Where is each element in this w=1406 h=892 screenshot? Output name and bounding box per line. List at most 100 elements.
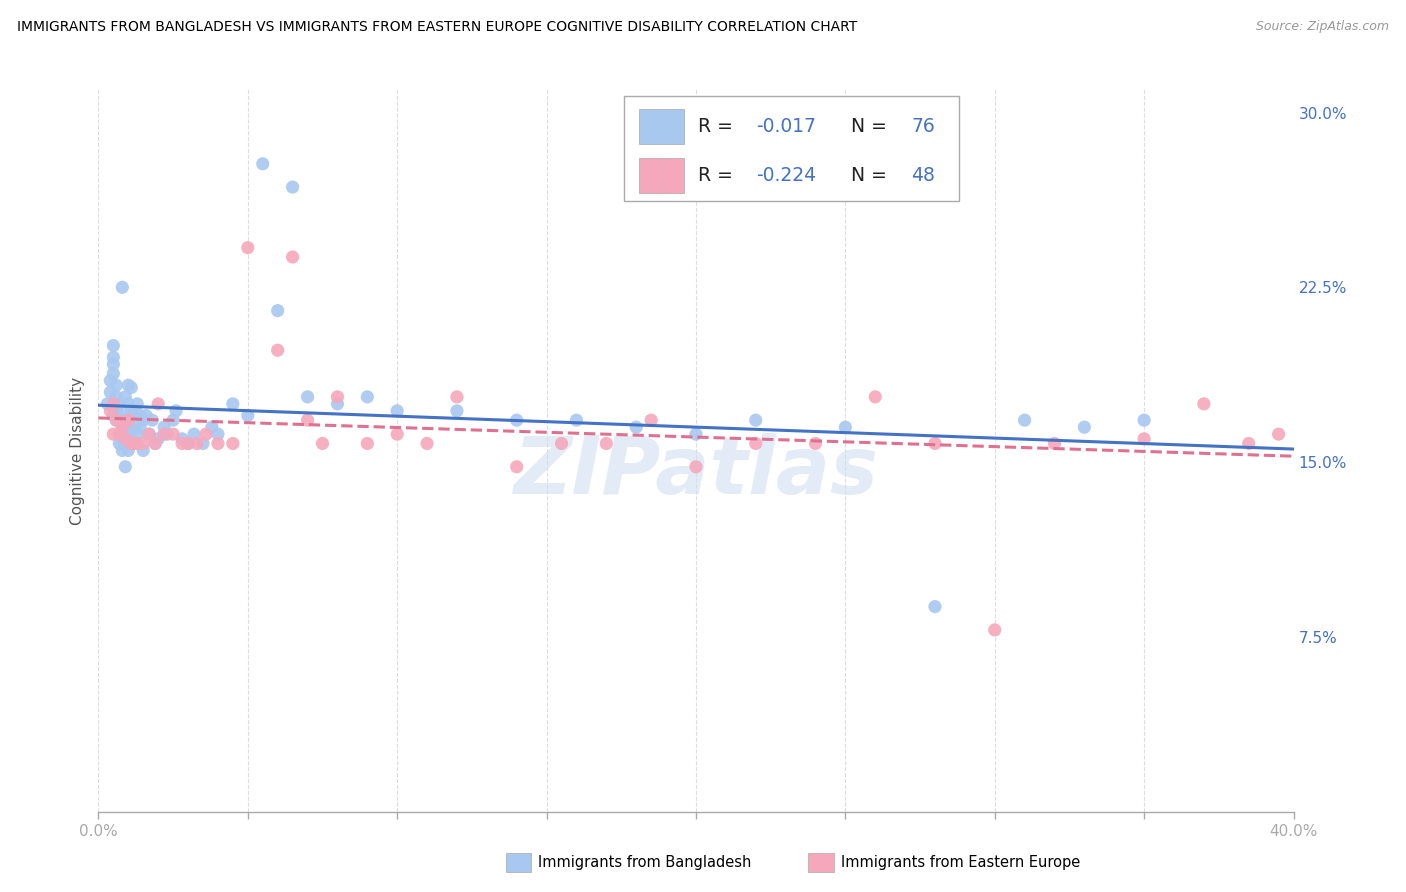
- Point: [129, 420, 152, 434]
- Point: [143, 436, 166, 450]
- Point: [281, 180, 304, 194]
- Point: [595, 436, 617, 450]
- Point: [162, 427, 184, 442]
- Point: [117, 378, 139, 392]
- Point: [111, 409, 134, 423]
- Point: [267, 303, 290, 318]
- Point: [108, 436, 131, 450]
- Point: [506, 413, 529, 427]
- Point: [117, 432, 139, 446]
- Point: [326, 397, 349, 411]
- Point: [924, 436, 946, 450]
- Point: [446, 390, 468, 404]
- Point: [111, 443, 134, 458]
- Point: [1192, 397, 1215, 411]
- Point: [311, 436, 333, 450]
- Point: [177, 436, 200, 450]
- Point: [98, 404, 122, 418]
- Point: [183, 427, 205, 442]
- Point: [105, 390, 128, 404]
- Point: [141, 413, 163, 427]
- Point: [172, 432, 194, 446]
- Point: [172, 436, 194, 450]
- Point: [124, 436, 146, 450]
- Point: [506, 459, 529, 474]
- Text: 48: 48: [911, 166, 935, 185]
- Point: [446, 404, 468, 418]
- Point: [222, 397, 245, 411]
- Point: [745, 413, 768, 427]
- Point: [114, 459, 136, 474]
- Text: -0.224: -0.224: [756, 166, 815, 185]
- Point: [745, 436, 768, 450]
- Point: [1133, 413, 1156, 427]
- Point: [565, 413, 588, 427]
- Point: [153, 427, 176, 442]
- Point: [297, 413, 319, 427]
- Point: [114, 436, 136, 450]
- Point: [96, 397, 118, 411]
- Point: [1014, 413, 1036, 427]
- Point: [252, 157, 274, 171]
- Point: [804, 436, 827, 450]
- Text: R =: R =: [699, 117, 740, 136]
- Point: [148, 397, 170, 411]
- Point: [326, 390, 349, 404]
- Point: [120, 404, 142, 418]
- Point: [416, 436, 439, 450]
- Point: [135, 409, 157, 423]
- Point: [1237, 436, 1260, 450]
- Text: IMMIGRANTS FROM BANGLADESH VS IMMIGRANTS FROM EASTERN EUROPE COGNITIVE DISABILIT: IMMIGRANTS FROM BANGLADESH VS IMMIGRANTS…: [17, 20, 858, 34]
- Point: [120, 425, 142, 439]
- Point: [138, 427, 160, 442]
- Point: [640, 413, 662, 427]
- Point: [117, 443, 139, 458]
- Point: [120, 436, 142, 450]
- Point: [114, 432, 136, 446]
- Point: [186, 436, 208, 450]
- Point: [105, 413, 128, 427]
- Point: [165, 404, 187, 418]
- Point: [98, 385, 122, 400]
- Point: [108, 413, 131, 427]
- Point: [834, 420, 856, 434]
- Point: [356, 390, 378, 404]
- Point: [1043, 436, 1066, 450]
- Point: [297, 390, 319, 404]
- FancyBboxPatch shape: [624, 96, 959, 202]
- Text: Immigrants from Eastern Europe: Immigrants from Eastern Europe: [841, 855, 1080, 870]
- Point: [132, 413, 155, 427]
- Text: N =: N =: [839, 166, 893, 185]
- Point: [195, 427, 218, 442]
- Text: R =: R =: [699, 166, 740, 185]
- Point: [984, 623, 1007, 637]
- Point: [103, 409, 125, 423]
- Point: [103, 350, 125, 364]
- Text: Immigrants from Bangladesh: Immigrants from Bangladesh: [538, 855, 752, 870]
- Point: [177, 436, 200, 450]
- Point: [550, 436, 572, 450]
- Point: [236, 409, 259, 423]
- Point: [156, 427, 179, 442]
- Text: 76: 76: [911, 117, 935, 136]
- Point: [111, 432, 134, 446]
- Y-axis label: Cognitive Disability: Cognitive Disability: [69, 376, 84, 524]
- Point: [385, 404, 409, 418]
- Point: [120, 380, 142, 394]
- Point: [127, 436, 149, 450]
- Point: [103, 427, 125, 442]
- Point: [267, 343, 290, 358]
- Point: [103, 397, 125, 411]
- Point: [117, 397, 139, 411]
- Point: [103, 357, 125, 371]
- Point: [105, 413, 128, 427]
- Text: -0.017: -0.017: [756, 117, 815, 136]
- Point: [148, 432, 170, 446]
- Point: [162, 413, 184, 427]
- Point: [108, 427, 131, 442]
- Point: [127, 397, 149, 411]
- Point: [865, 390, 887, 404]
- Bar: [638, 110, 685, 145]
- Point: [385, 427, 409, 442]
- Point: [356, 436, 378, 450]
